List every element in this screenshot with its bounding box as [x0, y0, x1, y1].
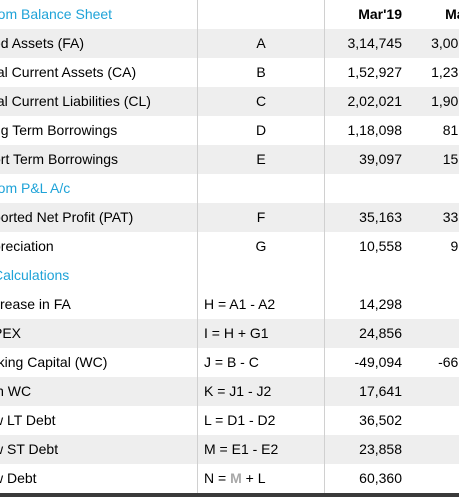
value-cell-1[interactable]: -49,094 [354, 354, 402, 370]
value-cell-1[interactable]: 3,14,745 [347, 35, 403, 51]
formula-cell[interactable] [197, 0, 325, 29]
row-label[interactable]: PEX [0, 325, 22, 341]
table-row: ng Term Borrowings D 1,18,098 81,5 [0, 116, 459, 145]
section-row: rom P&L A/c [0, 174, 459, 203]
highlighted-reference: M [230, 470, 242, 486]
formula-cell[interactable]: G [197, 232, 325, 261]
value-cell-2[interactable]: 81,5 [442, 122, 459, 138]
value-cell-2[interactable] [410, 261, 459, 290]
value-cell-2[interactable] [410, 377, 459, 406]
row-label[interactable]: tal Current Assets (CA) [0, 64, 137, 80]
formula-cell[interactable]: L = D1 - D2 [197, 406, 325, 435]
formula-cell[interactable]: B [197, 58, 325, 87]
value-cell-1[interactable]: 24,856 [359, 325, 402, 341]
formula-cell[interactable]: K = J1 - J2 [197, 377, 325, 406]
value-cell-1[interactable]: 39,097 [359, 151, 402, 167]
table-row: PEX I = H + G1 24,856 [0, 319, 459, 348]
value-cell-2[interactable] [410, 406, 459, 435]
table-row: tal Current Liabilities (CL) C 2,02,021 … [0, 87, 459, 116]
section-label[interactable]: rom P&L A/c [0, 180, 71, 196]
row-label[interactable]: w Debt [0, 470, 37, 486]
col-header-2[interactable]: Mar [445, 6, 459, 22]
value-cell-2[interactable]: 3,00,4 [431, 35, 459, 51]
value-cell-2[interactable]: 9,5 [450, 238, 459, 254]
formula-cell[interactable]: A [197, 29, 325, 58]
table-row: crease in FA H = A1 - A2 14,298 [0, 290, 459, 319]
table-row: in WC K = J1 - J2 17,641 [0, 377, 459, 406]
formula-cell[interactable]: M = E1 - E2 [197, 435, 325, 464]
value-cell-1[interactable]: 17,641 [359, 383, 402, 399]
row-label[interactable]: ed Assets (FA) [0, 35, 85, 51]
row-label[interactable]: ort Term Borrowings [0, 151, 119, 167]
col-header-1[interactable]: Mar'19 [358, 6, 402, 22]
row-label[interactable]: w LT Debt [0, 412, 56, 428]
value-cell-1[interactable]: 14,298 [359, 296, 402, 312]
table-row: w ST Debt M = E1 - E2 23,858 [0, 435, 459, 464]
value-cell-1[interactable]: 1,18,098 [347, 122, 403, 138]
table-row: preciation G 10,558 9,5 [0, 232, 459, 261]
table-row: ort Term Borrowings E 39,097 15,2 [0, 145, 459, 174]
value-cell-2[interactable]: 33,6 [442, 209, 459, 225]
row-label[interactable]: tal Current Liabilities (CL) [0, 93, 151, 109]
value-cell-2[interactable] [410, 174, 459, 203]
formula-text: N = M + L [204, 470, 266, 486]
value-cell-1[interactable]: 10,558 [359, 238, 402, 254]
formula-cell[interactable]: F [197, 203, 325, 232]
row-label[interactable]: crease in FA [0, 296, 71, 312]
formula-cell[interactable]: N = M + L [197, 464, 325, 493]
section-label[interactable]: rom Balance Sheet [0, 6, 113, 22]
value-cell-2[interactable]: 15,2 [442, 151, 459, 167]
row-label[interactable]: preciation [0, 238, 54, 254]
formula-cell[interactable]: D [197, 116, 325, 145]
row-label[interactable]: w ST Debt [0, 441, 59, 457]
header-row: rom Balance Sheet Mar'19 Mar [0, 0, 459, 29]
table-row: ed Assets (FA) A 3,14,745 3,00,4 [0, 29, 459, 58]
value-cell-2[interactable]: -66,7 [438, 354, 459, 370]
value-cell-1[interactable]: 1,52,927 [347, 64, 403, 80]
table-row: ported Net Profit (PAT) F 35,163 33,6 [0, 203, 459, 232]
formula-cell[interactable]: E [197, 145, 325, 174]
row-label[interactable]: in WC [0, 383, 32, 399]
table-row: w LT Debt L = D1 - D2 36,502 [0, 406, 459, 435]
value-cell-1[interactable]: 36,502 [359, 412, 402, 428]
table-row: rking Capital (WC) J = B - C -49,094 -66… [0, 348, 459, 377]
section-row: Calculations [0, 261, 459, 290]
value-cell-2[interactable] [410, 319, 459, 348]
value-cell-1[interactable]: 23,858 [359, 441, 402, 457]
formula-cell[interactable]: C [197, 87, 325, 116]
formula-cell[interactable]: I = H + G1 [197, 319, 325, 348]
value-cell-2[interactable] [410, 435, 459, 464]
row-label[interactable]: ng Term Borrowings [0, 122, 118, 138]
value-cell-2[interactable] [410, 290, 459, 319]
value-cell-1[interactable]: 60,360 [359, 470, 402, 486]
section-label[interactable]: Calculations [0, 267, 70, 283]
value-cell-2[interactable] [410, 464, 459, 493]
row-label[interactable]: ported Net Profit (PAT) [0, 209, 134, 225]
table-row: w Debt N = M + L 60,360 [0, 464, 459, 497]
formula-cell[interactable]: H = A1 - A2 [197, 290, 325, 319]
formula-cell[interactable] [197, 261, 325, 290]
value-cell-2[interactable]: 1,90,6 [431, 93, 459, 109]
formula-cell[interactable] [197, 174, 325, 203]
row-label[interactable]: rking Capital (WC) [0, 354, 108, 370]
value-cell-2[interactable]: 1,23,9 [431, 64, 459, 80]
value-cell-1[interactable] [326, 174, 402, 203]
formula-cell[interactable]: J = B - C [197, 348, 325, 377]
value-cell-1[interactable]: 2,02,021 [347, 93, 403, 109]
value-cell-1[interactable]: 35,163 [359, 209, 402, 225]
value-cell-1[interactable] [326, 261, 402, 290]
table-row: tal Current Assets (CA) B 1,52,927 1,23,… [0, 58, 459, 87]
